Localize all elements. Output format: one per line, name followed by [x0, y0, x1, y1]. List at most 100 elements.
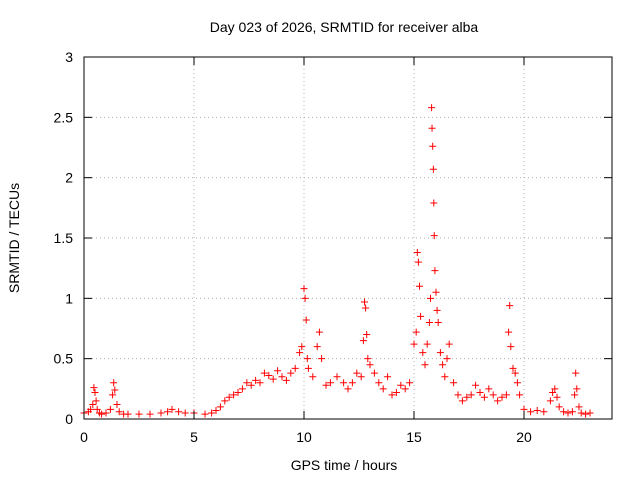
data-point — [427, 294, 434, 302]
data-point — [436, 349, 444, 357]
data-point — [428, 124, 436, 132]
data-point — [326, 379, 334, 387]
data-point — [225, 393, 233, 401]
data-point — [353, 369, 361, 377]
data-point — [243, 379, 251, 387]
data-point — [363, 331, 371, 339]
data-point — [102, 409, 110, 417]
x-tick-label: 20 — [516, 429, 532, 445]
data-point — [201, 410, 209, 418]
x-axis-label: GPS time / hours — [291, 457, 398, 473]
data-point — [392, 388, 400, 396]
data-point — [287, 369, 295, 377]
y-tick-label: 2 — [65, 170, 73, 186]
data-point — [430, 199, 438, 207]
data-point — [304, 364, 312, 372]
data-point — [221, 397, 229, 405]
data-point — [560, 408, 568, 416]
data-point — [256, 379, 264, 387]
data-point — [92, 397, 100, 405]
data-point — [454, 391, 462, 399]
data-point — [494, 397, 502, 405]
data-point — [485, 385, 493, 393]
data-point — [419, 349, 427, 357]
data-point — [238, 385, 246, 393]
data-point — [212, 407, 220, 415]
data-point — [439, 361, 447, 369]
data-point — [527, 408, 535, 416]
data-point — [340, 379, 348, 387]
data-point — [384, 373, 392, 381]
data-point — [416, 282, 423, 290]
axis-ticks: 0 0.5 1 1.5 2 2.5 3 0 5 10 15 20 — [54, 49, 612, 445]
x-tick-label: 15 — [406, 429, 422, 445]
data-point — [533, 407, 541, 415]
data-point — [265, 372, 273, 380]
data-point — [441, 373, 449, 381]
data-point — [111, 386, 119, 394]
data-point — [549, 388, 557, 396]
data-point — [414, 258, 422, 266]
data-point — [106, 405, 114, 413]
data-point — [252, 376, 260, 384]
data-point — [546, 397, 554, 405]
y-axis-label: SRMTID / TECUs — [6, 183, 22, 293]
data-point — [540, 408, 548, 416]
data-point — [586, 409, 594, 417]
data-point — [433, 306, 441, 314]
data-point — [135, 410, 143, 418]
data-point — [146, 410, 154, 418]
data-point — [282, 376, 290, 384]
y-tick-label: 3 — [65, 49, 73, 65]
data-point — [412, 328, 420, 336]
data-point — [463, 393, 471, 401]
data-point — [274, 367, 282, 375]
data-point — [234, 388, 242, 396]
y-tick-label: 1.5 — [54, 230, 74, 246]
data-point — [388, 391, 396, 399]
data-point — [333, 373, 341, 381]
data-point — [397, 381, 405, 389]
data-point — [302, 316, 310, 324]
data-point — [428, 104, 436, 112]
data-point — [476, 388, 484, 396]
data-point — [555, 403, 563, 411]
data-point — [230, 391, 238, 399]
data-point — [421, 361, 429, 369]
data-point — [379, 385, 387, 393]
data-point — [568, 408, 576, 416]
data-point — [91, 388, 99, 396]
data-point — [575, 403, 583, 411]
data-point — [318, 355, 326, 363]
data-point — [278, 373, 286, 381]
data-point — [366, 361, 374, 369]
data-point — [516, 391, 524, 399]
data-point — [443, 355, 451, 363]
chart-title: Day 023 of 2026, SRMTID for receiver alb… — [210, 19, 479, 35]
data-point — [513, 379, 521, 387]
data-point — [157, 409, 165, 417]
y-tick-label: 1 — [65, 290, 73, 306]
data-point — [551, 385, 559, 393]
data-point — [348, 379, 356, 387]
data-point — [472, 381, 480, 389]
data-point — [357, 373, 365, 381]
data-point — [291, 364, 299, 372]
data-point — [489, 391, 497, 399]
data-point — [467, 391, 475, 399]
data-point — [364, 355, 372, 363]
x-tick-label: 0 — [80, 429, 88, 445]
data-point — [430, 232, 438, 240]
data-point — [423, 340, 431, 348]
data-point — [429, 142, 437, 150]
data-point — [168, 405, 176, 413]
data-point — [480, 393, 488, 401]
data-point — [505, 328, 513, 336]
data-point — [511, 369, 519, 377]
data-point — [260, 369, 268, 377]
data-point — [572, 369, 580, 377]
data-point — [175, 408, 183, 416]
data-point — [507, 343, 515, 351]
data-point — [509, 364, 517, 372]
